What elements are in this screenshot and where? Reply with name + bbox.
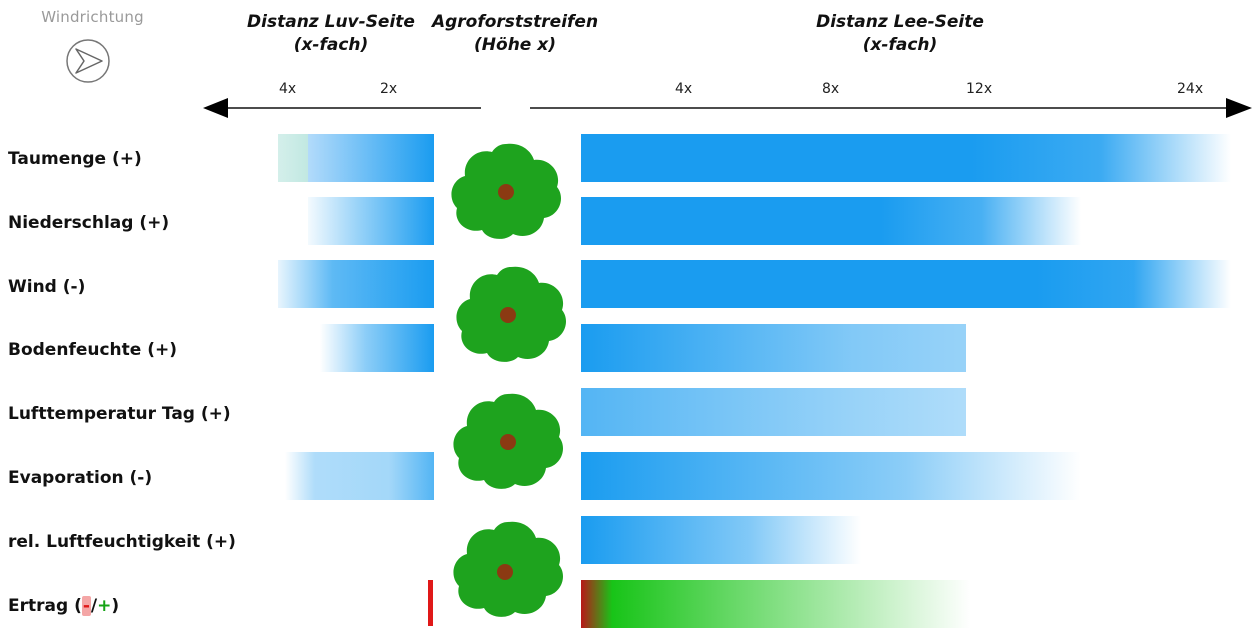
lee-bar-luftfeuchtigkeit: [581, 516, 861, 564]
tree-icon: [453, 521, 563, 617]
ertrag-suffix: ): [111, 596, 120, 616]
luv-bar-taumenge: [278, 134, 434, 182]
tree-icon: [453, 393, 563, 489]
agro-header-line2: (Höhe x): [474, 35, 556, 55]
tick-luv-2x: 2x: [380, 81, 398, 97]
lee-bar-bodenfeuchte: [581, 324, 966, 372]
row-label-niederschlag: Niederschlag (+): [8, 213, 170, 233]
tree-icon: [456, 266, 566, 362]
row-label-luftfeuchtigkeit: rel. Luftfeuchtigkeit (+): [8, 532, 236, 552]
agroforst-header: Agroforststreifen (Höhe x): [420, 11, 610, 57]
ertrag-prefix: Ertrag (: [8, 596, 82, 616]
tick-lee-8x: 8x: [822, 81, 840, 97]
tick-luv-4x: 4x: [279, 81, 297, 97]
row-label-taumenge: Taumenge (+): [8, 149, 142, 169]
luv-header-line1: Distanz Luv-Seite: [247, 12, 415, 32]
luv-bar-bodenfeuchte: [320, 324, 434, 372]
row-label-ertrag: Ertrag (-/+): [8, 596, 119, 616]
lee-bar-niederschlag: [581, 197, 1081, 245]
row-label-wind: Wind (-): [8, 277, 86, 297]
tick-lee-12x: 12x: [966, 81, 993, 97]
luv-bar-niederschlag: [308, 197, 434, 245]
row-label-bodenfeuchte: Bodenfeuchte (+): [8, 340, 178, 360]
luv-header-line2: (x-fach): [293, 35, 369, 55]
tick-lee-4x: 4x: [675, 81, 693, 97]
row-label-evaporation: Evaporation (-): [8, 468, 153, 488]
ertrag-minus-mark: -: [81, 596, 91, 616]
luv-arrow-head: [203, 98, 228, 118]
lee-arrow-head: [1226, 98, 1252, 118]
distance-axis: [203, 98, 1252, 118]
luv-bar-evaporation: [285, 452, 434, 500]
lee-bar-evaporation: [581, 452, 1081, 500]
wind-direction-arrow-icon: [66, 39, 110, 83]
agro-header-line1: Agroforststreifen: [431, 12, 599, 32]
lee-side-header: Distanz Lee-Seite (x-fach): [760, 11, 1040, 57]
tick-lee-24x: 24x: [1177, 81, 1204, 97]
lee-bar-taumenge: [581, 134, 1231, 182]
tree-icon: [451, 143, 561, 239]
lee-bar-wind: [581, 260, 1231, 308]
luv-side-header: Distanz Luv-Seite (x-fach): [236, 11, 426, 57]
lee-bar-ertrag: [581, 580, 971, 628]
luv-bar-ertrag-minus: [428, 580, 433, 626]
ertrag-slash: /: [90, 596, 98, 616]
lee-header-line1: Distanz Lee-Seite: [816, 12, 984, 32]
ertrag-plus-mark: +: [97, 596, 112, 616]
lee-header-line2: (x-fach): [862, 35, 938, 55]
luv-bar-wind: [278, 260, 434, 308]
lee-bar-lufttemperatur: [581, 388, 966, 436]
wind-direction-label: Windrichtung: [41, 8, 144, 26]
row-label-lufttemperatur: Lufttemperatur Tag (+): [8, 404, 231, 424]
